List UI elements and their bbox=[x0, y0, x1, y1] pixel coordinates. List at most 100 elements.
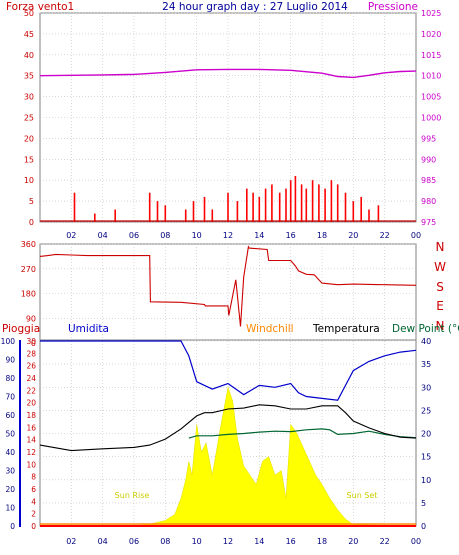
humidity-line bbox=[40, 340, 417, 401]
wind-tick-label: 25 bbox=[24, 114, 34, 123]
rain-tick-label: 16 bbox=[26, 423, 36, 432]
temperature-tick-label: 40 bbox=[421, 337, 431, 346]
x-tick-label: 06 bbox=[129, 537, 139, 546]
compass-label: S bbox=[436, 280, 444, 294]
wind-tick-label: 30 bbox=[24, 93, 34, 102]
x-tick-label: 08 bbox=[160, 231, 170, 240]
rain-tick-label: 20 bbox=[26, 399, 36, 408]
pressure-tick-label: 1020 bbox=[421, 30, 441, 39]
humidity-tick-label: 40 bbox=[5, 448, 15, 457]
x-tick-label: 08 bbox=[160, 537, 170, 546]
x-tick-label: 12 bbox=[223, 231, 233, 240]
humidity-tick-label: 100 bbox=[1, 337, 16, 346]
pressure-tick-label: 980 bbox=[421, 197, 436, 206]
chart-title: 24 hour graph day : 27 Luglio 2014 bbox=[162, 1, 348, 13]
pressure-axis-label: Pressione bbox=[368, 1, 418, 13]
sun-area bbox=[133, 386, 417, 527]
temperature-line bbox=[39, 404, 417, 452]
x-tick-label: 18 bbox=[317, 231, 327, 240]
humidity-tick-label: 10 bbox=[5, 504, 15, 513]
wind-tick-label: 10 bbox=[24, 176, 34, 185]
rain-tick-label: 22 bbox=[26, 386, 36, 395]
x-tick-label: 04 bbox=[98, 537, 108, 546]
direction-tick-label: 0 bbox=[31, 339, 36, 348]
wind-axis-label: Forza vento1 bbox=[6, 1, 74, 13]
humidity-tick-label: 80 bbox=[5, 374, 15, 383]
rain-label: Pioggia bbox=[2, 323, 40, 335]
x-tick-label: 02 bbox=[66, 537, 76, 546]
temperature-tick-label: 10 bbox=[421, 476, 431, 485]
humidity-tick-label: 20 bbox=[5, 485, 15, 494]
direction-line bbox=[39, 245, 417, 327]
pressure-tick-label: 1005 bbox=[421, 93, 441, 102]
pressure-tick-label: 995 bbox=[421, 134, 436, 143]
compass-label: N bbox=[436, 319, 445, 333]
rain-tick-label: 30 bbox=[26, 337, 36, 346]
rain-tick-label: 8 bbox=[31, 473, 36, 482]
x-tick-label: 10 bbox=[192, 537, 202, 546]
pressure-tick-label: 985 bbox=[421, 176, 436, 185]
rain-tick-label: 0 bbox=[31, 522, 36, 531]
temperature-tick-label: 5 bbox=[421, 499, 426, 508]
pressure-tick-label: 1025 bbox=[421, 9, 441, 18]
wind-tick-label: 20 bbox=[24, 134, 34, 143]
rain-tick-label: 4 bbox=[31, 497, 36, 506]
x-tick-label: 10 bbox=[192, 231, 202, 240]
temperature-tick-label: 0 bbox=[421, 522, 426, 531]
humidity-tick-label: 90 bbox=[5, 356, 15, 365]
pressure-tick-label: 1010 bbox=[421, 72, 441, 81]
pressure-line bbox=[39, 68, 417, 79]
x-tick-label: 18 bbox=[317, 537, 327, 546]
temperature-tick-label: 35 bbox=[421, 360, 431, 369]
rain-tick-label: 26 bbox=[26, 362, 36, 371]
x-tick-label: 16 bbox=[286, 537, 296, 546]
rain-tick-label: 10 bbox=[26, 460, 36, 469]
x-tick-label: 02 bbox=[66, 231, 76, 240]
compass-label: E bbox=[436, 299, 444, 313]
direction-tick-label: 180 bbox=[21, 290, 36, 299]
wind-tick-label: 50 bbox=[24, 9, 34, 18]
x-tick-label: 12 bbox=[223, 537, 233, 546]
direction-tick-label: 360 bbox=[21, 240, 36, 249]
humidity-tick-label: 0 bbox=[10, 522, 15, 531]
temperature-label: Temperatura bbox=[312, 323, 380, 335]
x-tick-label: 14 bbox=[254, 231, 264, 240]
x-tick-label: 22 bbox=[380, 231, 390, 240]
temperature-tick-label: 25 bbox=[421, 406, 431, 415]
rain-tick-label: 28 bbox=[26, 349, 36, 358]
dewpoint-line bbox=[188, 428, 417, 439]
x-tick-label: 20 bbox=[348, 537, 358, 546]
wind-tick-label: 0 bbox=[29, 218, 34, 227]
wind-tick-label: 45 bbox=[24, 30, 34, 39]
wind-tick-label: 15 bbox=[24, 155, 34, 164]
x-tick-label: 20 bbox=[348, 231, 358, 240]
rain-tick-label: 18 bbox=[26, 411, 36, 420]
x-tick-label: 00 bbox=[411, 537, 421, 546]
direction-tick-label: 270 bbox=[21, 265, 36, 274]
x-tick-label: 14 bbox=[254, 537, 264, 546]
x-tick-label: 06 bbox=[129, 231, 139, 240]
wind-tick-label: 5 bbox=[29, 197, 34, 206]
rain-tick-label: 12 bbox=[26, 448, 36, 457]
x-tick-label: 00 bbox=[411, 231, 421, 240]
dewpoint-label: Dew Point (°C bbox=[392, 323, 459, 335]
x-tick-label: 16 bbox=[286, 231, 296, 240]
compass-label: N bbox=[436, 240, 445, 254]
sunset-label: Sun Set bbox=[347, 491, 378, 500]
humidity-tick-label: 60 bbox=[5, 411, 15, 420]
humidity-tick-label: 30 bbox=[5, 467, 15, 476]
wind-tick-label: 35 bbox=[24, 72, 34, 81]
x-tick-label: 04 bbox=[98, 231, 108, 240]
temperature-tick-label: 20 bbox=[421, 430, 431, 439]
x-tick-label: 22 bbox=[380, 537, 390, 546]
humidity-label: Umidita bbox=[68, 323, 109, 335]
direction-tick-label: 90 bbox=[26, 314, 36, 323]
pressure-tick-label: 990 bbox=[421, 155, 436, 164]
rain-tick-label: 14 bbox=[26, 436, 36, 445]
pressure-tick-label: 1000 bbox=[421, 114, 441, 123]
humidity-tick-label: 70 bbox=[5, 393, 15, 402]
